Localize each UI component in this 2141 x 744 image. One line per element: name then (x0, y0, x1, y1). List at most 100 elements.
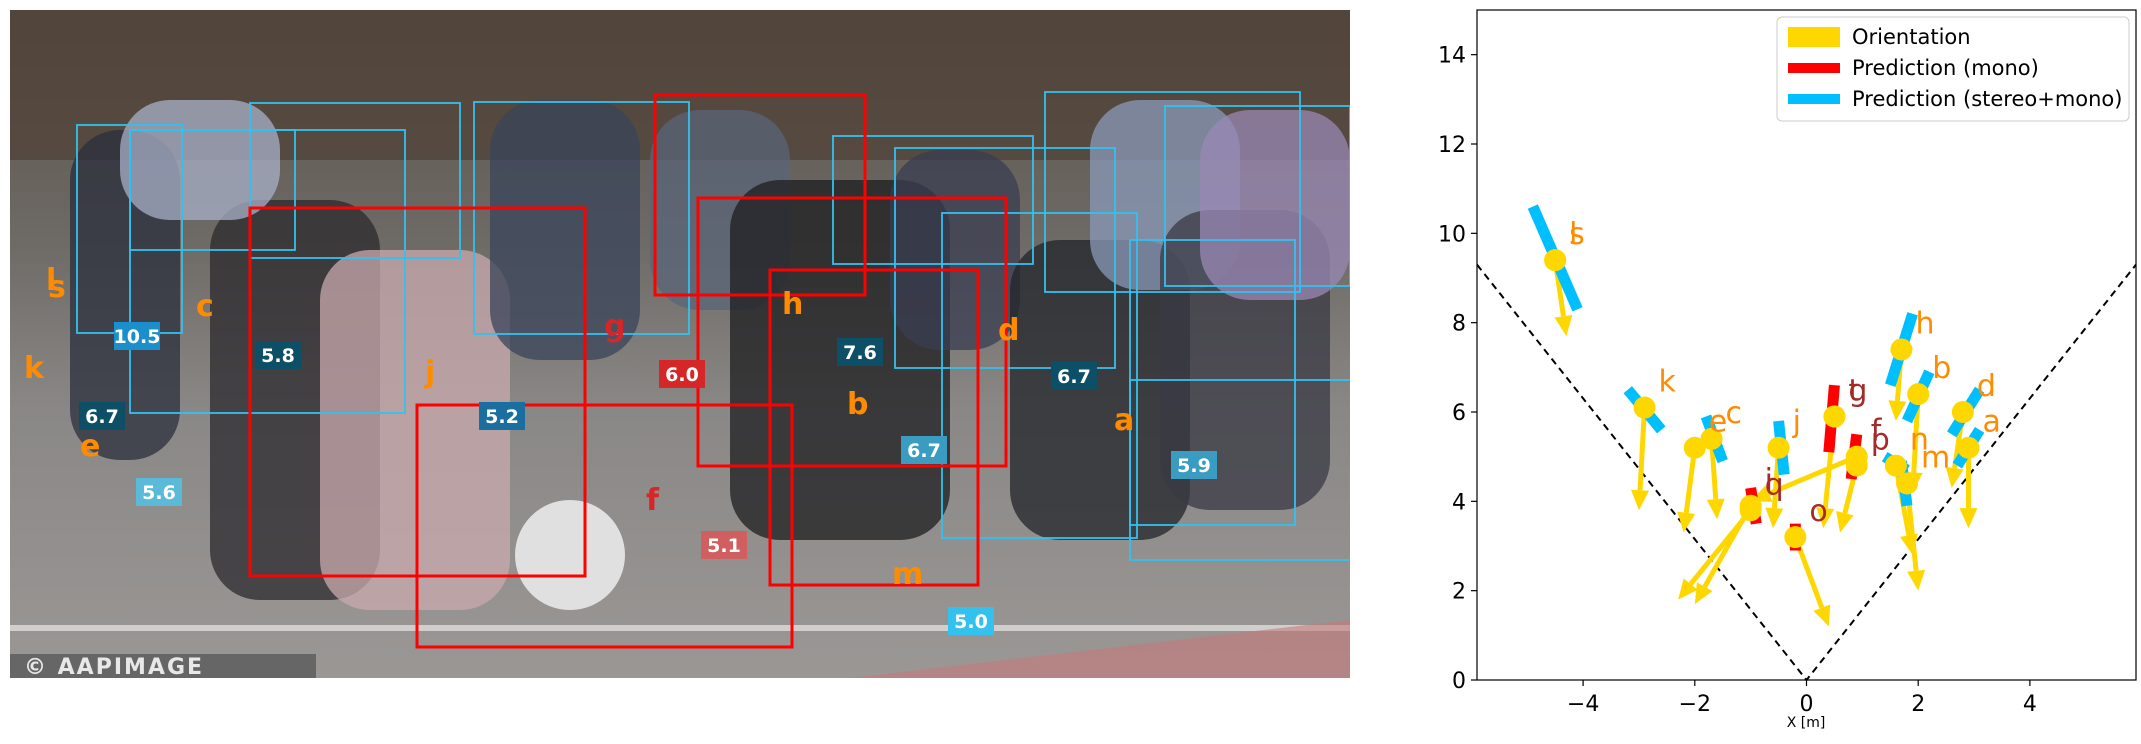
orientation-arrowhead-p (1836, 511, 1854, 533)
y-tick-label: 8 (1452, 312, 1466, 337)
position-marker-a (1957, 436, 1980, 459)
distance-badge: 10.5 (114, 322, 161, 350)
distance-badge-background (901, 436, 947, 464)
y-tick-label: 14 (1438, 44, 1466, 69)
distance-badge-background (79, 402, 125, 430)
point-label-f: f (1871, 414, 1883, 449)
point-label-d: d (1977, 369, 1996, 404)
x-tick-label: −4 (1567, 692, 1599, 717)
point-label-l: l (1569, 217, 1577, 252)
position-marker-q (1739, 499, 1762, 522)
point-label-n: n (1910, 423, 1929, 458)
legend: Orientation Prediction (mono) Prediction (… (1776, 16, 2130, 122)
watermark-background (10, 654, 316, 678)
distance-badge-background (479, 402, 525, 430)
plot-axes: −4 −2 0 2 4 0 2 4 6 8 10 12 14 (1438, 44, 2037, 717)
distance-badge-value: 5.1 (707, 535, 741, 557)
detection-box (1044, 91, 1301, 293)
detection-box (696, 196, 1008, 468)
position-marker-c (1700, 427, 1723, 450)
legend-frame (1776, 16, 2130, 122)
point-label-c: c (1726, 396, 1743, 431)
point-label-a: a (1982, 405, 2000, 440)
y-tick-label: 0 (1452, 669, 1466, 694)
point-label-t: t (1848, 373, 1860, 408)
pedestrian-silhouette (1010, 240, 1190, 540)
point-label-o: o (1809, 494, 1827, 529)
x-axis-label: X [m] (1787, 715, 1826, 731)
legend-swatch (1788, 94, 1840, 104)
point-label-q: q (1765, 467, 1784, 502)
x-tick-label: 2 (1911, 692, 1925, 717)
y-tick-label: 4 (1452, 490, 1466, 515)
orientation-arrow-f (1768, 454, 1858, 496)
position-marker-k (1633, 396, 1656, 419)
y-tick-label: 10 (1438, 222, 1466, 247)
position-marker-e (1683, 436, 1706, 459)
legend-label: Orientation (1852, 25, 1971, 49)
detection-box (653, 93, 867, 297)
detection-letter: a (1114, 403, 1134, 438)
position-marker-t (1823, 405, 1846, 428)
detection-letter: d (998, 313, 1019, 348)
distance-badges: 10.5 5.8 6.7 5.6 5.2 6.0 7.6 6.7 6.7 5.9 5.1 5.0 (79, 322, 1217, 635)
distance-badge-value: 5.9 (1177, 455, 1211, 477)
point-label-j: j (1792, 405, 1801, 440)
distance-badge-value: 5.0 (954, 611, 988, 633)
point-label-p: p (1871, 423, 1890, 458)
detection-letter: g (604, 309, 625, 344)
detection-letter: f (646, 483, 660, 518)
distance-badge-background (948, 607, 994, 635)
distance-badge-value: 5.6 (142, 482, 176, 504)
legend-label: Prediction (stereo+mono) (1852, 87, 2122, 111)
shopping-bag (515, 500, 625, 610)
distance-badge: 6.7 (79, 402, 125, 430)
distance-badge: 5.1 (701, 531, 747, 559)
detection-box (473, 101, 690, 335)
distance-badge-background (136, 478, 182, 506)
legend-swatch (1788, 27, 1840, 47)
distance-badge: 5.9 (1171, 451, 1217, 479)
position-marker-p (1845, 454, 1868, 477)
orientation-arrowhead-q (1678, 578, 1698, 600)
pedestrian-silhouette (120, 100, 280, 220)
x-tick-label: −2 (1679, 692, 1711, 717)
detection-letter: j (424, 355, 435, 390)
distance-badge: 6.7 (1051, 362, 1097, 390)
distance-badge-background (255, 341, 301, 369)
point-label-g: g (1848, 373, 1867, 408)
position-marker-j (1767, 436, 1790, 459)
position-marker-o (1784, 526, 1807, 549)
distance-badge-value: 6.7 (1057, 366, 1091, 388)
detection-letter: h (782, 287, 803, 322)
position-marker-l (1544, 249, 1567, 272)
position-marker-n (1884, 454, 1907, 477)
orientation-arrowhead-s (1554, 314, 1573, 337)
distance-badge-background (837, 338, 883, 366)
orientation-arrowhead-d (1945, 466, 1964, 488)
orientation-arrowhead-m (1907, 569, 1926, 591)
detection-letter: s (48, 270, 66, 305)
point-label-m: m (1921, 440, 1950, 475)
detection-box (941, 212, 1138, 539)
distance-badge: 7.6 (837, 338, 883, 366)
point-label-b: b (1932, 351, 1951, 386)
pedestrian-silhouette (320, 250, 510, 610)
x-tick-label: 4 (2023, 692, 2037, 717)
photo-red-pavement (850, 620, 1350, 678)
y-tick-label: 2 (1452, 580, 1466, 605)
distance-badge: 5.8 (255, 341, 301, 369)
distance-badge: 5.6 (136, 478, 182, 506)
position-marker-b (1907, 383, 1930, 406)
detection-box (1164, 105, 1350, 287)
distance-badge-value: 10.5 (114, 326, 161, 348)
detection-box (129, 129, 406, 414)
pedestrian-silhouette (1200, 110, 1350, 300)
detection-letter: l (46, 263, 56, 298)
orientation-arrowhead-e (1677, 511, 1696, 533)
detection-letter: e (80, 429, 100, 464)
